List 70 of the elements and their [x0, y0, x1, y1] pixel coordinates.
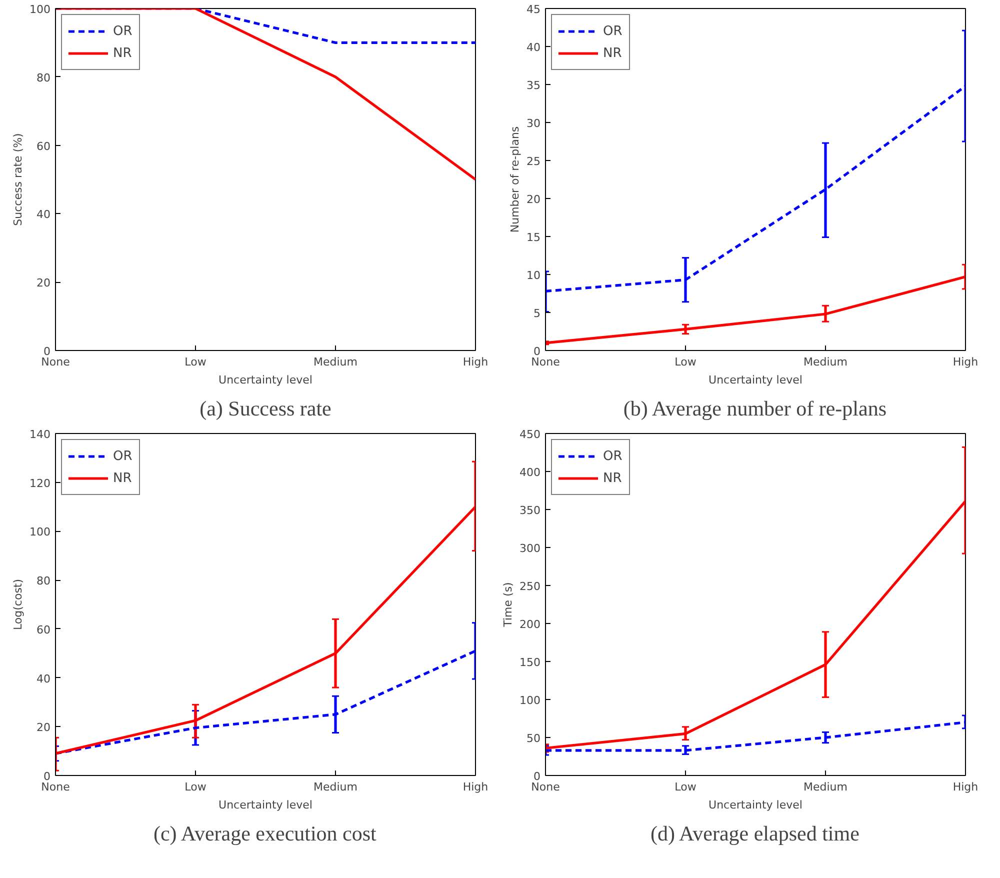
x-axis-title: Uncertainty level: [708, 798, 802, 812]
x-tick-label: Low: [674, 780, 696, 794]
y-tick-label: 120: [30, 476, 51, 490]
x-tick-label: High: [952, 780, 978, 794]
y-tick-label: 0: [534, 345, 540, 358]
x-tick-label: None: [41, 356, 70, 368]
x-axis-title: Uncertainty level: [218, 374, 312, 386]
y-tick-label: 100: [520, 694, 541, 707]
x-tick-label: Low: [674, 356, 696, 368]
y-tick-label: 80: [36, 574, 51, 588]
y-tick-label: 20: [36, 721, 51, 734]
x-tick-label: High: [462, 780, 488, 794]
y-tick-label: 40: [36, 208, 51, 222]
y-tick-label: 300: [520, 542, 541, 555]
text: (b) Average number of re-plans: [623, 396, 887, 420]
x-tick-label: Medium: [804, 356, 848, 368]
y-tick-label: 0: [44, 770, 50, 783]
x-tick-label: Medium: [804, 780, 848, 794]
x-tick-label: None: [531, 780, 560, 794]
x-tick-label: None: [41, 780, 70, 794]
legend-label: NR: [113, 470, 133, 486]
y-tick-label: 0: [534, 770, 540, 783]
x-axis-title: Uncertainty level: [218, 798, 312, 812]
text: (a) Success rate: [200, 396, 332, 420]
text: (c) Average execution cost: [153, 822, 377, 846]
y-tick-label: 450: [520, 428, 541, 441]
x-tick-label: Medium: [314, 356, 358, 368]
y-tick-label: 100: [30, 3, 51, 16]
y-tick-label: 20: [36, 276, 51, 290]
y-tick-label: 30: [526, 117, 541, 130]
y-tick-label: 350: [520, 504, 541, 517]
y-tick-label: 100: [30, 526, 51, 539]
x-axis-title: Uncertainty level: [708, 374, 802, 386]
y-tick-label: 5: [534, 307, 540, 320]
y-tick-label: 150: [520, 656, 541, 669]
x-tick-label: High: [952, 356, 978, 368]
y-tick-label: 40: [36, 672, 51, 686]
legend-label: NR: [113, 46, 133, 60]
y-tick-label: 25: [526, 155, 541, 168]
y-tick-label: 80: [36, 71, 51, 84]
y-tick-label: 60: [36, 140, 51, 153]
x-tick-label: None: [531, 356, 560, 368]
x-tick-label: Medium: [314, 780, 358, 794]
x-tick-label: High: [462, 356, 488, 368]
text: (d) Average elapsed time: [650, 822, 860, 846]
y-tick-label: 60: [36, 623, 51, 636]
y-tick-label: 0: [44, 345, 50, 358]
y-tick-label: 45: [526, 3, 541, 16]
x-tick-label: Low: [184, 356, 206, 368]
y-tick-label: 140: [30, 428, 51, 441]
x-tick-label: Low: [184, 780, 206, 794]
legend-label: OR: [113, 24, 133, 38]
legend-label: OR: [603, 448, 623, 464]
y-axis-title: Time (s): [502, 582, 515, 628]
y-tick-label: 20: [526, 193, 541, 206]
y-axis-title: Number of re-plans: [508, 126, 522, 233]
y-tick-label: 50: [526, 732, 541, 745]
y-tick-label: 400: [520, 466, 541, 479]
legend-label: NR: [603, 470, 623, 486]
y-tick-label: 35: [526, 79, 541, 92]
y-tick-label: 15: [526, 231, 541, 244]
legend-label: OR: [113, 448, 133, 464]
legend-label: NR: [603, 46, 623, 60]
y-axis-title: Success rate (%): [12, 133, 25, 226]
y-tick-label: 250: [520, 580, 541, 593]
y-tick-label: 40: [526, 41, 541, 54]
legend-label: OR: [603, 24, 623, 38]
y-tick-label: 200: [520, 618, 541, 631]
y-axis-title: Log(cost): [12, 578, 25, 630]
y-tick-label: 10: [526, 269, 541, 282]
